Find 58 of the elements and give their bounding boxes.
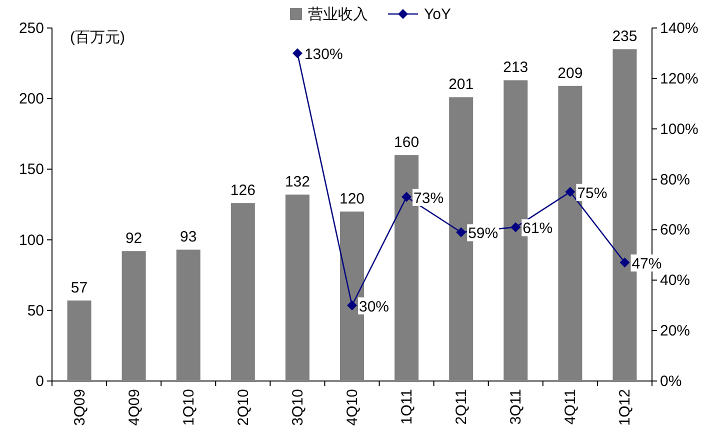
y2-tick-label: 100% — [660, 120, 698, 138]
x-tick-label: 3Q10 — [289, 389, 306, 426]
bar — [230, 203, 255, 381]
bar — [285, 194, 310, 381]
x-tick-label: 4Q10 — [344, 389, 361, 426]
data-label: 130% — [304, 46, 343, 64]
y2-tick-label: 120% — [660, 70, 698, 88]
y-tick-label: 0 — [36, 373, 44, 390]
point — [292, 48, 302, 58]
bar — [67, 300, 92, 381]
data-label: 93 — [180, 228, 197, 246]
point — [402, 192, 412, 202]
point — [456, 227, 466, 238]
bar — [176, 250, 200, 381]
y2-tick-label: 0% — [660, 373, 682, 390]
x-tick-label: 1Q10 — [180, 389, 198, 426]
data-label: 57 — [70, 280, 88, 297]
data-label: 209 — [558, 64, 583, 82]
y-tick-label: 250 — [18, 20, 44, 37]
legend-label: YoY — [424, 6, 451, 23]
data-label: 126 — [230, 182, 256, 200]
x-tick-label: 3Q09 — [71, 389, 88, 426]
x-tick-label: 4Q09 — [126, 389, 143, 426]
data-label: 201 — [448, 76, 474, 94]
y-tick-label: 50 — [27, 302, 44, 320]
data-label: 59% — [468, 225, 498, 242]
point — [565, 186, 576, 197]
data-label: 213 — [503, 59, 528, 76]
bar — [122, 251, 146, 381]
y2-tick-label: 20% — [660, 322, 690, 340]
x-tick-label: 1Q12 — [616, 389, 634, 426]
point — [620, 257, 630, 268]
x-tick-label: 4Q11 — [562, 389, 580, 425]
y2-tick-label: 40% — [660, 272, 690, 290]
legend-label: 营业收入 — [308, 6, 368, 23]
data-label: 160 — [394, 134, 420, 152]
x-tick-label: 3Q11 — [508, 389, 525, 425]
data-label: 73% — [414, 190, 444, 207]
y2-tick-label: 80% — [660, 171, 690, 188]
y-tick-label: 100 — [18, 232, 44, 249]
y-tick-label: 200 — [18, 90, 44, 108]
point — [510, 222, 521, 232]
y2-tick-label: 140% — [660, 20, 698, 37]
data-label: 132 — [284, 174, 310, 191]
data-label: 120 — [339, 190, 365, 208]
data-label: 61% — [522, 220, 553, 238]
data-label: 235 — [612, 28, 638, 46]
y-tick-label: 150 — [18, 161, 44, 178]
y-axis-title: (百万元) — [70, 29, 125, 46]
data-label: 47% — [632, 255, 662, 272]
data-label: 30% — [359, 298, 390, 316]
x-tick-label: 2Q11 — [453, 389, 470, 425]
data-label: 92 — [125, 230, 142, 248]
x-tick-label: 1Q11 — [398, 389, 416, 425]
y2-tick-label: 60% — [660, 222, 690, 239]
x-tick-label: 2Q10 — [234, 389, 252, 426]
point — [347, 300, 357, 310]
data-label: 75% — [577, 184, 608, 202]
